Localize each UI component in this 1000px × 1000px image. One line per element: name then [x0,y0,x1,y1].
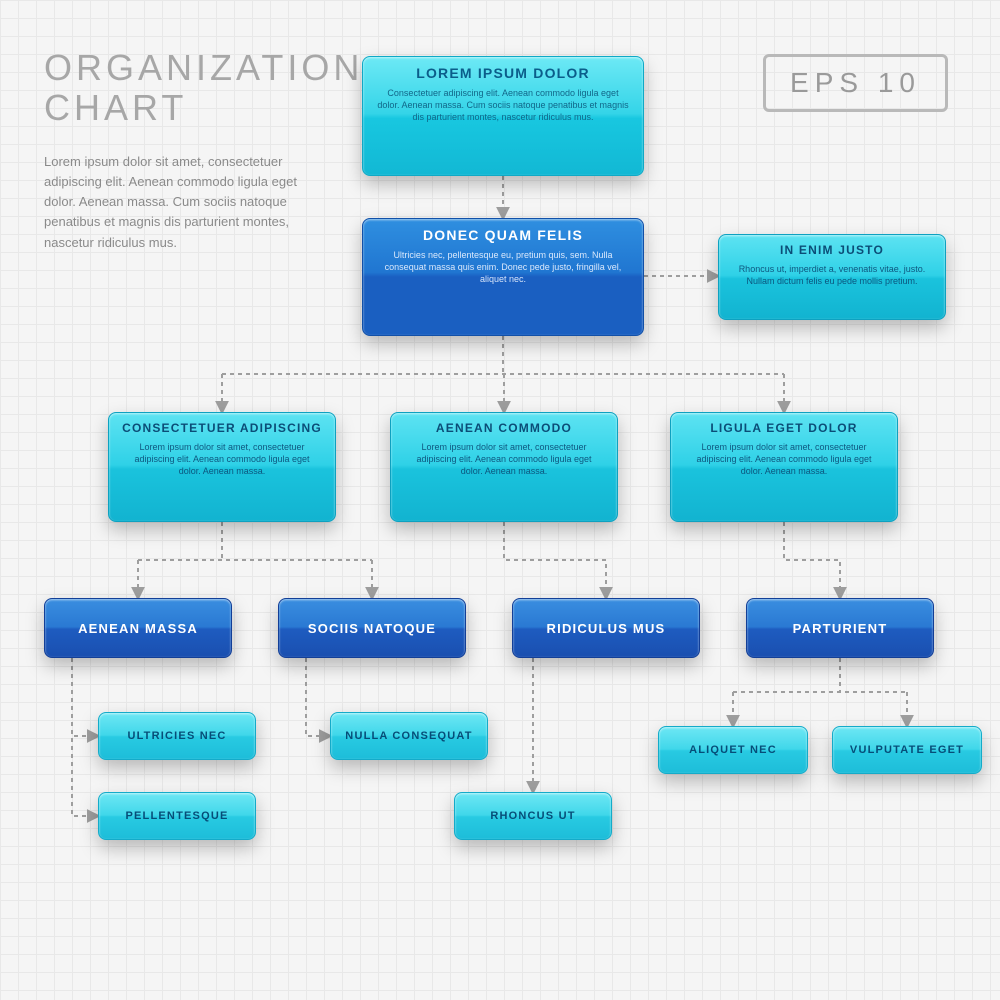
org-node-body: Lorem ipsum dolor sit amet, consectetuer… [109,439,335,487]
org-node-body: Lorem ipsum dolor sit amet, consectetuer… [671,439,897,487]
page-title: ORGANIZATION CHART [44,48,363,127]
org-node-n3: IN ENIM JUSTORhoncus ut, imperdiet a, ve… [718,234,946,320]
org-node-n12: PELLENTESQUE [98,792,256,840]
eps-badge: EPS 10 [763,54,948,112]
org-node-n11: ULTRICIES NEC [98,712,256,760]
org-node-title: RIDICULUS MUS [547,622,666,635]
org-node-n2: DONEC QUAM FELISUltricies nec, pellentes… [362,218,644,336]
org-node-title: SOCIIS NATOQUE [308,622,436,635]
org-node-title: LIGULA EGET DOLOR [671,413,897,439]
org-node-n16: VULPUTATE EGET [832,726,982,774]
page-title-line2: CHART [44,88,363,128]
page-title-line1: ORGANIZATION [44,48,363,88]
org-node-n5: AENEAN COMMODOLorem ipsum dolor sit amet… [390,412,618,522]
org-node-title: AENEAN COMMODO [391,413,617,439]
org-node-title: CONSECTETUER ADIPISCING [109,413,335,439]
org-node-n7: AENEAN MASSA [44,598,232,658]
org-node-n14: RHONCUS UT [454,792,612,840]
org-node-title: PELLENTESQUE [125,811,228,822]
org-node-body: Rhoncus ut, imperdiet a, venenatis vitae… [719,261,945,297]
org-node-title: VULPUTATE EGET [850,745,964,756]
org-node-title: ALIQUET NEC [689,745,777,756]
connector [306,658,330,736]
org-node-title: LOREM IPSUM DOLOR [363,57,643,85]
org-node-body: Ultricies nec, pellentesque eu, pretium … [363,247,643,295]
org-node-title: NULLA CONSEQUAT [345,731,472,742]
connector [504,522,606,598]
org-node-title: PARTURIENT [793,622,888,635]
org-node-n8: SOCIIS NATOQUE [278,598,466,658]
connector [72,658,98,736]
connector [72,658,98,816]
org-node-title: RHONCUS UT [490,811,575,822]
org-node-n15: ALIQUET NEC [658,726,808,774]
org-node-title: IN ENIM JUSTO [719,235,945,261]
org-node-title: ULTRICIES NEC [127,731,226,742]
org-node-body: Lorem ipsum dolor sit amet, consectetuer… [391,439,617,487]
eps-badge-label: EPS 10 [790,67,921,98]
org-node-n4: CONSECTETUER ADIPISCINGLorem ipsum dolor… [108,412,336,522]
page-description: Lorem ipsum dolor sit amet, consectetuer… [44,152,314,253]
org-node-n1: LOREM IPSUM DOLORConsectetuer adipiscing… [362,56,644,176]
org-node-n13: NULLA CONSEQUAT [330,712,488,760]
org-node-title: AENEAN MASSA [78,622,198,635]
connector [784,522,840,598]
org-node-n10: PARTURIENT [746,598,934,658]
org-node-n9: RIDICULUS MUS [512,598,700,658]
org-node-body: Consectetuer adipiscing elit. Aenean com… [363,85,643,133]
org-node-n6: LIGULA EGET DOLORLorem ipsum dolor sit a… [670,412,898,522]
org-node-title: DONEC QUAM FELIS [363,219,643,247]
